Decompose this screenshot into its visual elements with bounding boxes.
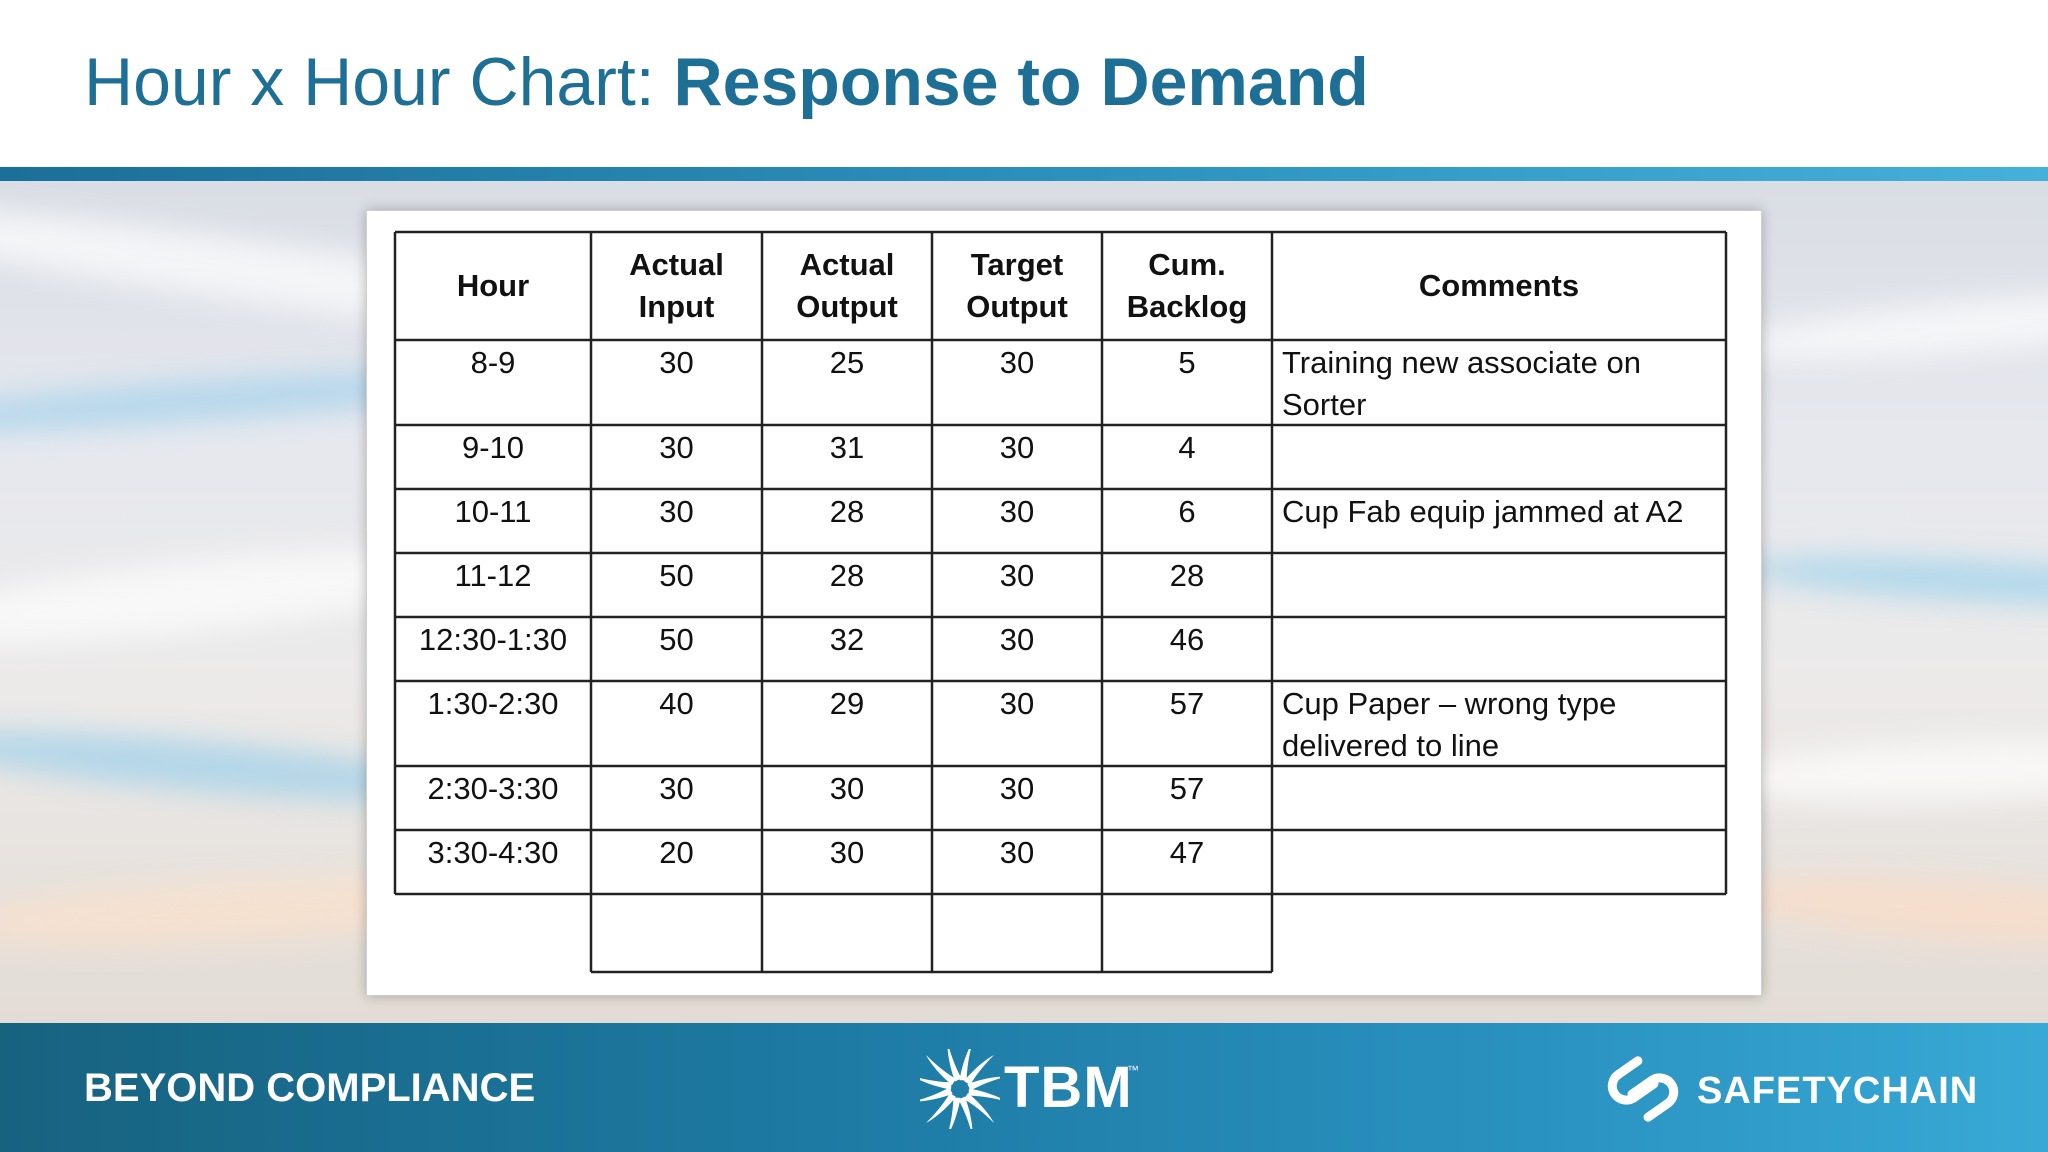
header-line: Output — [966, 289, 1068, 324]
table-header-cell: Cum. Backlog — [1102, 244, 1272, 328]
table-cell-hour: 12:30-1:30 — [418, 622, 568, 657]
table-cell-comments: Cup Paper – wrong type delivered to line — [1272, 683, 1726, 764]
footer-tagline: BEYOND COMPLIANCE — [84, 1066, 536, 1110]
header-line: Backlog — [1126, 289, 1248, 324]
header-line: Hour — [456, 268, 530, 303]
table-cell-hour: 3:30-4:30 — [427, 835, 559, 870]
slide-title-bold: Response to Demand — [673, 44, 1369, 120]
table-cell-hour: 1:30-2:30 — [427, 686, 559, 721]
table-cell-actual-input: 30 — [659, 771, 694, 806]
header-line: Actual — [799, 247, 895, 282]
light-streak — [1739, 548, 2048, 614]
table-cell-actual-output: 32 — [829, 622, 865, 657]
table-cell-actual-output: 28 — [829, 494, 865, 529]
table-header-cell: Target Output — [932, 244, 1102, 328]
light-streak — [1718, 278, 2048, 374]
safetychain-logo: SAFETYCHAIN — [1605, 1053, 1977, 1125]
table-header-cell: Hour — [395, 265, 591, 307]
slide-title-regular: Hour x Hour Chart: — [84, 44, 674, 120]
table-cell-actual-output: 31 — [829, 430, 865, 465]
table-cell-hour: 9-10 — [461, 430, 525, 465]
header-line: Input — [638, 289, 715, 324]
table-cell-cum-backlog: 6 — [1178, 494, 1196, 529]
tbm-starburst-icon — [920, 1049, 1000, 1129]
header-line: Target — [970, 247, 1064, 282]
table-cell-target-output: 30 — [999, 622, 1035, 657]
header-rule — [0, 167, 2048, 181]
tbm-logo: TBM ™ — [920, 1049, 1140, 1129]
header-line: Comments — [1418, 268, 1580, 303]
comment-line: delivered to line — [1282, 728, 1500, 763]
table-cell-actual-output: 25 — [829, 345, 865, 380]
table-cell-actual-output: 28 — [829, 558, 865, 593]
table-cell-cum-backlog: 28 — [1169, 558, 1205, 593]
table-cell-cum-backlog: 57 — [1169, 686, 1205, 721]
table-cell-actual-input: 20 — [659, 835, 694, 870]
table-cell-comments: Cup Fab equip jammed at A2 — [1272, 491, 1726, 551]
table-cell-hour: 2:30-3:30 — [427, 771, 559, 806]
comment-line: Training new associate on — [1282, 345, 1641, 380]
table-cell-cum-backlog: 47 — [1169, 835, 1205, 870]
table-cell-target-output: 30 — [999, 558, 1035, 593]
table-cell-actual-output: 30 — [829, 835, 865, 870]
table-cell-cum-backlog: 5 — [1178, 345, 1196, 380]
table-cell-actual-output: 29 — [829, 686, 865, 721]
table-cell-actual-input: 40 — [659, 686, 694, 721]
hour-by-hour-table-image: Hour Actual Input Actual Output Target Output C… — [366, 210, 1762, 996]
table-cell-target-output: 30 — [999, 430, 1035, 465]
table-cell-target-output: 30 — [999, 771, 1035, 806]
slide-header: Hour x Hour Chart: Response to Demand — [0, 0, 2048, 167]
safetychain-s-icon — [1607, 1056, 1679, 1122]
header-line: Output — [796, 289, 898, 324]
safetychain-logo-text: SAFETYCHAIN — [1697, 1070, 1979, 1112]
table-cell-actual-input: 30 — [659, 345, 694, 380]
tbm-trademark: ™ — [1127, 1063, 1139, 1077]
table-cell-target-output: 30 — [999, 494, 1035, 529]
table-cell-cum-backlog: 4 — [1178, 430, 1196, 465]
table-cell-comments: Training new associate on Sorter — [1272, 342, 1726, 423]
table-grid — [393, 230, 1728, 974]
comment-line: Cup Paper – wrong type — [1282, 686, 1617, 721]
table-cell-hour: 10-11 — [454, 494, 532, 529]
header-line: Actual — [629, 247, 724, 282]
table-cell-actual-input: 50 — [659, 622, 694, 657]
tbm-logo-text: TBM — [1004, 1055, 1133, 1120]
table-cell-actual-input: 30 — [659, 430, 694, 465]
table-cell-actual-input: 50 — [659, 558, 694, 593]
slide-title: Hour x Hour Chart: Response to Demand — [84, 42, 1369, 122]
table-cell-actual-input: 30 — [659, 494, 694, 529]
light-streak — [1718, 864, 2048, 958]
table-cell-actual-output: 30 — [829, 771, 865, 806]
table-header-cell: Actual Output — [762, 244, 932, 328]
comment-line: Sorter — [1282, 387, 1367, 422]
table-cell-hour: 8-9 — [470, 345, 516, 380]
slide-footer: BEYOND COMPLIANCE TBM ™ SAFETYCHAIN — [0, 1023, 2048, 1152]
table-cell-target-output: 30 — [999, 835, 1035, 870]
table-cell-target-output: 30 — [999, 686, 1035, 721]
table-cell-cum-backlog: 57 — [1169, 771, 1205, 806]
table-header-cell: Comments — [1272, 265, 1726, 307]
table-cell-cum-backlog: 46 — [1169, 622, 1205, 657]
header-line: Cum. — [1148, 247, 1226, 282]
table-header-cell: Actual Input — [591, 244, 762, 328]
table-cell-target-output: 30 — [999, 345, 1035, 380]
comment-line: Cup Fab equip jammed at A2 — [1282, 494, 1684, 529]
table-cell-hour: 11-12 — [454, 558, 532, 593]
